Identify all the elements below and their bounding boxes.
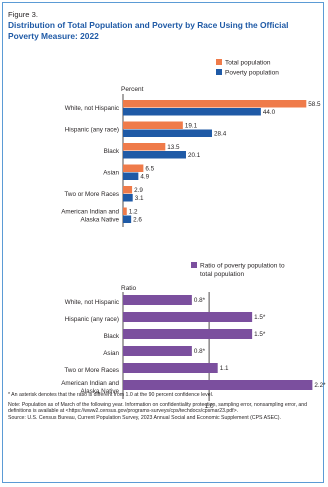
value-ratio-american-indian-and-alaska-native: 2.2* [314, 382, 326, 389]
value-total-population-american-indian-and-alaska-native: 1.2 [129, 209, 138, 216]
value-poverty-population-two-or-more-races: 3.1 [135, 195, 144, 202]
value-poverty-population-black: 20.1 [188, 152, 201, 159]
percent-axis-title: Percent [121, 86, 144, 93]
value-poverty-population-hispanic-any-race: 28.4 [214, 131, 227, 138]
value-ratio-white-not-hispanic: 0.8* [194, 297, 206, 304]
percent-category-hispanic-any-race: Hispanic (any race) [65, 127, 119, 134]
bar-poverty-population-two-or-more-races [123, 194, 133, 202]
note-text: Note: Population as of March of the foll… [8, 401, 308, 415]
percent-category-asian: Asian [103, 170, 119, 177]
bar-total-population-two-or-more-races [123, 186, 133, 194]
legend-swatch-total-population [216, 59, 222, 65]
value-total-population-white-not-hispanic: 58.5 [308, 101, 321, 108]
legend-label-poverty-population: Poverty population [225, 70, 279, 77]
legend-label-ratio: Ratio of poverty population to total popu… [200, 263, 285, 279]
asterisk-note: * An asterisk denotes that the ratio is … [8, 392, 214, 398]
reference-line-label: 1.0 [205, 403, 214, 410]
bar-total-population-american-indian-and-alaska-native [123, 207, 127, 215]
value-poverty-population-american-indian-and-alaska-native: 2.6 [133, 217, 142, 224]
bar-ratio-black [123, 329, 253, 339]
bar-ratio-asian [123, 346, 192, 356]
bar-ratio-two-or-more-races [123, 363, 218, 373]
ratio-category-asian: Asian [103, 350, 119, 357]
bar-poverty-population-black [123, 151, 186, 159]
bar-ratio-hispanic-any-race [123, 312, 253, 322]
figure-title: Distribution of Total Population and Pov… [8, 20, 289, 41]
bar-ratio-white-not-hispanic [123, 295, 192, 305]
percent-category-american-indian-and-alaska-native: American Indian and Alaska Native [61, 209, 119, 224]
notes: * An asterisk denotes that the ratio is … [8, 392, 314, 421]
ratio-axis-title: Ratio [121, 285, 137, 292]
bar-total-population-black [123, 143, 166, 151]
legend-label-total-population: Total population [225, 60, 271, 67]
percent-category-white-not-hispanic: White, not Hispanic [65, 105, 119, 112]
bar-poverty-population-white-not-hispanic [123, 108, 261, 116]
bar-poverty-population-asian [123, 172, 139, 180]
legend-swatch-poverty-population [216, 69, 222, 75]
ratio-category-two-or-more-races: Two or More Races [64, 367, 119, 374]
bar-total-population-white-not-hispanic [123, 100, 307, 108]
figure-label: Figure 3. [8, 10, 38, 19]
value-ratio-hispanic-any-race: 1.5* [254, 314, 266, 321]
bar-ratio-american-indian-and-alaska-native [123, 380, 313, 390]
ratio-category-black: Black [104, 333, 120, 340]
ratio-category-white-not-hispanic: White, not Hispanic [65, 299, 119, 306]
value-ratio-two-or-more-races: 1.1 [220, 365, 229, 372]
value-total-population-two-or-more-races: 2.9 [134, 187, 143, 194]
value-poverty-population-white-not-hispanic: 44.0 [263, 109, 276, 116]
value-poverty-population-asian: 4.9 [140, 174, 149, 181]
bar-poverty-population-american-indian-and-alaska-native [123, 215, 132, 223]
figure-frame [2, 2, 324, 483]
value-total-population-asian: 6.5 [145, 166, 154, 173]
value-ratio-asian: 0.8* [194, 348, 206, 355]
bar-total-population-asian [123, 164, 144, 172]
legend-swatch-ratio [191, 262, 197, 268]
ratio-category-hispanic-any-race: Hispanic (any race) [65, 316, 119, 323]
percent-category-black: Black [104, 148, 120, 155]
ratio-category-american-indian-and-alaska-native: American Indian and Alaska Native [61, 380, 119, 395]
source-text: Source: U.S. Census Bureau, Current Popu… [8, 414, 281, 421]
bar-poverty-population-hispanic-any-race [123, 129, 212, 137]
value-ratio-black: 1.5* [254, 331, 266, 338]
value-total-population-hispanic-any-race: 19.1 [185, 123, 198, 130]
bar-total-population-hispanic-any-race [123, 121, 183, 129]
percent-category-two-or-more-races: Two or More Races [64, 191, 119, 198]
value-total-population-black: 13.5 [167, 144, 180, 151]
